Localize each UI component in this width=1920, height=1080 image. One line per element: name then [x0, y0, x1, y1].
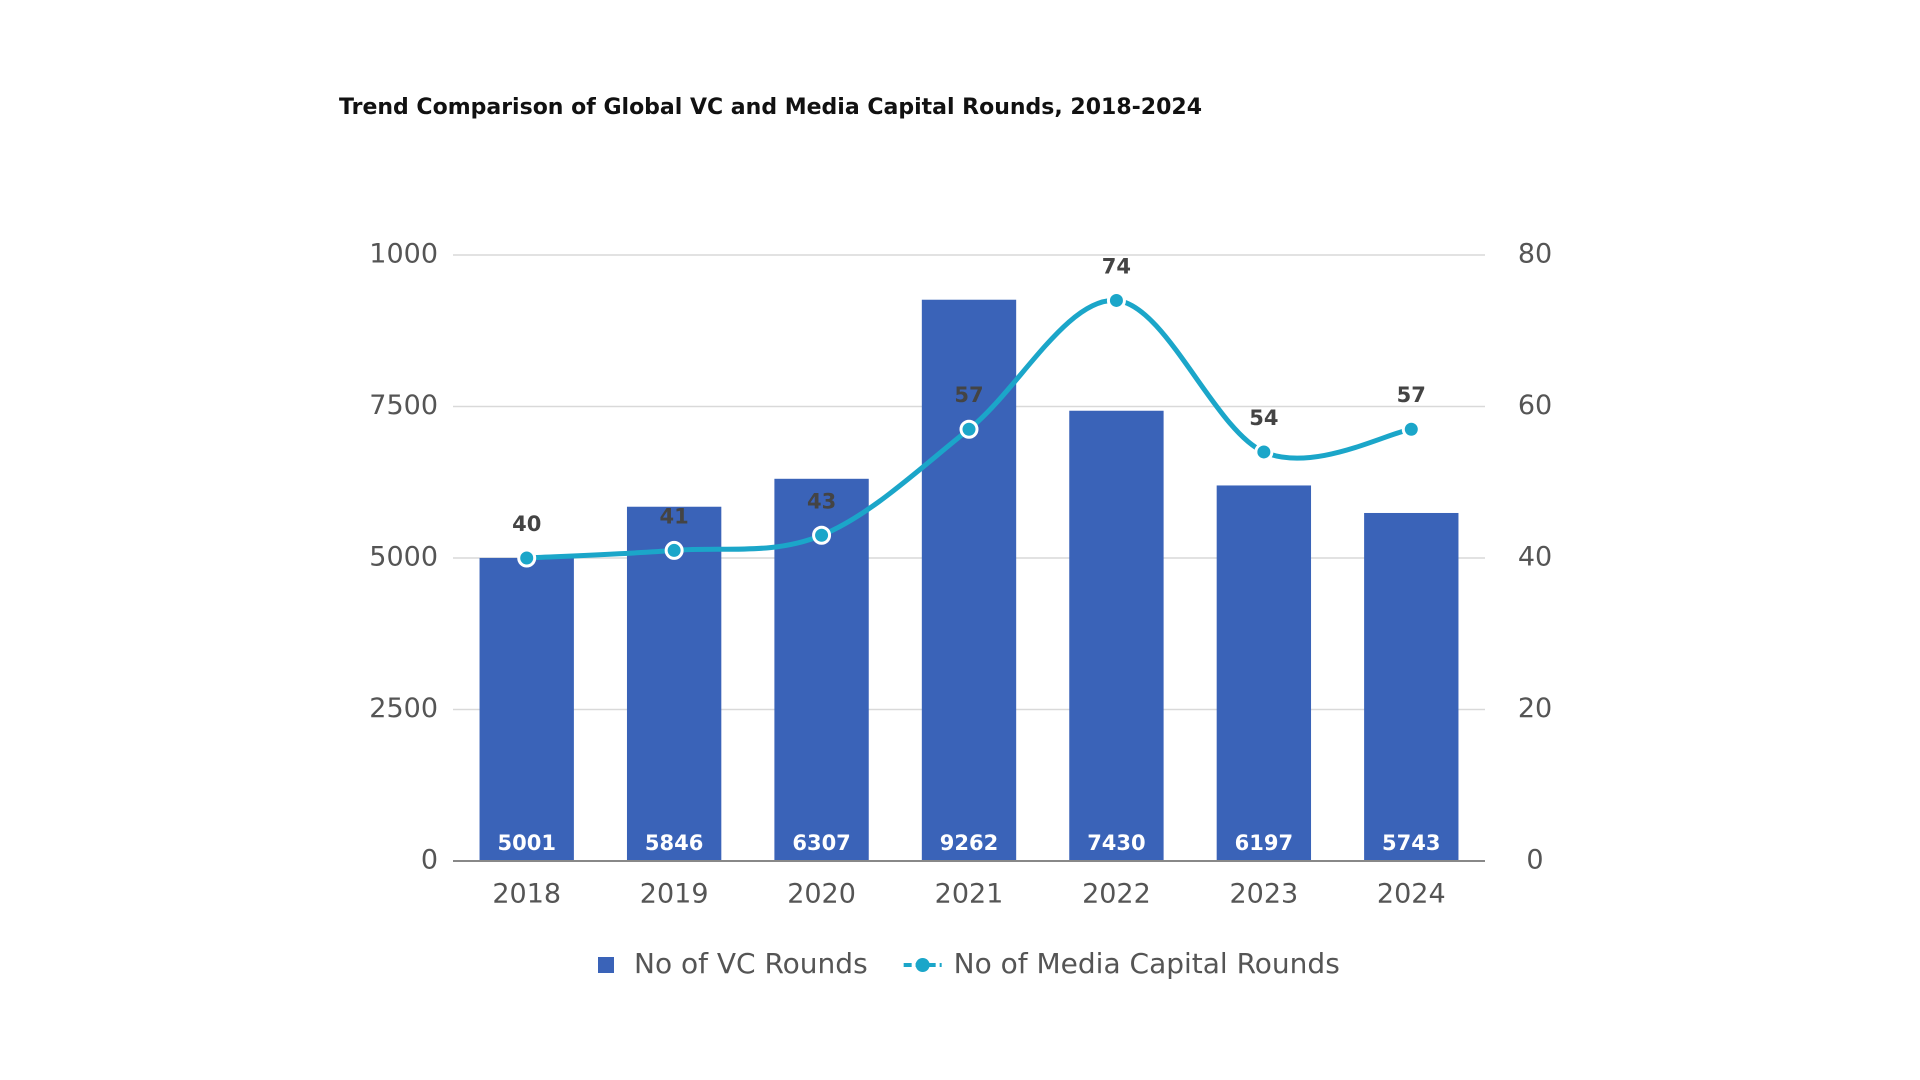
y2-tick-label: 80 [1518, 239, 1552, 270]
bar [1364, 512, 1459, 861]
point-value-label: 54 [1249, 406, 1278, 430]
bar-value-label: 5743 [1382, 831, 1440, 855]
point-value-label: 43 [807, 489, 836, 513]
line-point [1106, 290, 1126, 310]
point-value-label: 57 [1397, 383, 1426, 407]
bar-value-label: 7430 [1087, 831, 1145, 855]
y-tick-label: 2500 [369, 693, 438, 724]
bar [1069, 410, 1164, 861]
line-point [517, 548, 537, 568]
bar [921, 299, 1017, 862]
x-tick-label: 2019 [640, 879, 709, 910]
point-value-label: 41 [660, 504, 689, 528]
x-tick-label: 2018 [492, 879, 561, 910]
bar-value-label: 5846 [645, 831, 703, 855]
line-point [1401, 419, 1421, 439]
legend-label: No of VC Rounds [634, 947, 868, 980]
legend-marker [598, 957, 614, 973]
bar [479, 557, 574, 861]
line-point [959, 419, 979, 439]
y-tick-label: 0 [421, 845, 438, 876]
y-tick-label: 7500 [369, 390, 438, 421]
y2-tick-label: 40 [1518, 542, 1552, 573]
x-tick-label: 2020 [787, 879, 856, 910]
point-value-label: 40 [512, 512, 541, 536]
x-tick-label: 2021 [935, 879, 1004, 910]
bar-value-label: 5001 [497, 831, 555, 855]
y-tick-label: 1000 [369, 239, 438, 270]
x-tick-label: 2024 [1377, 879, 1446, 910]
point-value-label: 57 [954, 383, 983, 407]
x-tick-label: 2023 [1229, 879, 1298, 910]
bar [1216, 485, 1312, 861]
bar [626, 506, 722, 861]
y2-tick-label: 60 [1518, 390, 1552, 421]
legend-label: No of Media Capital Rounds [954, 947, 1340, 980]
bar-value-label: 9262 [940, 831, 998, 855]
chart-title: Trend Comparison of Global VC and Media … [339, 95, 1202, 120]
point-value-label: 74 [1102, 254, 1131, 278]
line-point [664, 540, 684, 560]
legend-marker [915, 958, 930, 972]
y2-tick-label: 0 [1526, 845, 1543, 876]
y2-tick-label: 20 [1518, 693, 1552, 724]
line-point [812, 525, 832, 545]
y-tick-label: 5000 [369, 542, 438, 573]
bar-value-label: 6197 [1235, 831, 1293, 855]
line-point [1254, 442, 1274, 462]
bar-value-label: 6307 [792, 831, 850, 855]
x-tick-label: 2022 [1082, 879, 1151, 910]
